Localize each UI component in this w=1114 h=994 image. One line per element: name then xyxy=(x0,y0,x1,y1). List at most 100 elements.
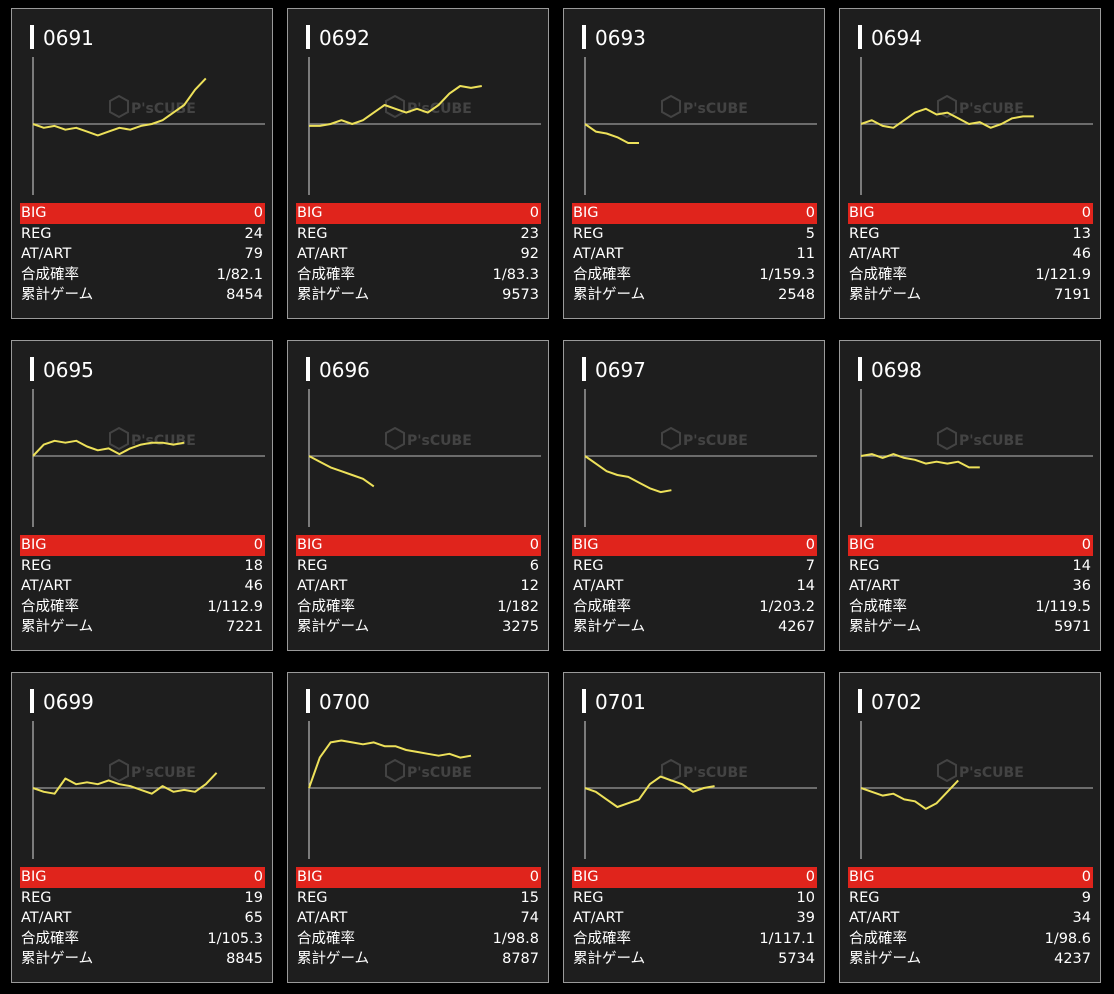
cube-logo-icon xyxy=(937,426,957,451)
machine-number: 0698 xyxy=(871,358,922,382)
stat-row-reg: REG 18 xyxy=(20,556,265,577)
stat-value-reg: 13 xyxy=(1072,225,1091,242)
stat-value-reg: 14 xyxy=(1072,557,1091,574)
watermark-text: P'sCUBE xyxy=(407,433,472,449)
machine-card[interactable]: 0700 P'sCUBE BIG 0 REG 15 AT/ART 74 合成確率 1/98.8 累計… xyxy=(287,672,549,983)
stat-row-combined: 合成確率 1/182 xyxy=(296,597,541,618)
machine-stats: BIG 0 REG 24 AT/ART 79 合成確率 1/82.1 累計ゲーム 8454 xyxy=(20,203,265,306)
slump-line-series xyxy=(32,772,218,795)
stat-row-games: 累計ゲーム 3275 xyxy=(296,617,541,638)
machine-stats: BIG 0 REG 6 AT/ART 12 合成確率 1/182 累計ゲーム 3275 xyxy=(296,535,541,638)
stat-label-reg: REG xyxy=(573,557,604,574)
machine-card[interactable]: 0695 P'sCUBE BIG 0 REG 18 AT/ART 46 合成確率 1/112.9 累… xyxy=(11,340,273,651)
stat-label-big: BIG xyxy=(21,205,47,221)
stat-value-big: 0 xyxy=(1081,869,1091,885)
stat-value-reg: 7 xyxy=(805,557,815,574)
stat-value-big: 0 xyxy=(253,869,263,885)
cube-logo-icon xyxy=(661,426,681,451)
stat-label-reg: REG xyxy=(849,557,880,574)
slump-line-series xyxy=(584,455,672,494)
stat-value-at-art: 11 xyxy=(796,246,815,262)
stat-label-reg: REG xyxy=(297,225,328,242)
stat-value-combined: 1/98.8 xyxy=(492,930,539,947)
stat-value-games: 7221 xyxy=(226,619,263,635)
machine-stats: BIG 0 REG 10 AT/ART 39 合成確率 1/117.1 累計ゲーム 5734 xyxy=(572,867,817,970)
stat-label-games: 累計ゲーム xyxy=(21,619,94,635)
watermark-logo: P'sCUBE xyxy=(937,426,1024,451)
stat-label-big: BIG xyxy=(21,537,47,553)
stat-label-combined: 合成確率 xyxy=(573,930,631,947)
stat-value-big: 0 xyxy=(253,537,263,553)
stat-row-at-art: AT/ART 11 xyxy=(572,244,817,265)
watermark-logo: P'sCUBE xyxy=(385,94,472,119)
watermark-text: P'sCUBE xyxy=(959,433,1024,449)
cube-logo-icon xyxy=(937,94,957,119)
machine-number: 0694 xyxy=(871,26,922,50)
stat-row-games: 累計ゲーム 9573 xyxy=(296,285,541,306)
machine-number: 0699 xyxy=(43,690,94,714)
slump-line-series xyxy=(860,107,1034,129)
stat-row-at-art: AT/ART 92 xyxy=(296,244,541,265)
stat-row-games: 累計ゲーム 5734 xyxy=(572,949,817,970)
watermark-text: P'sCUBE xyxy=(683,765,748,781)
slump-line-series xyxy=(584,123,639,144)
machine-card[interactable]: 0701 P'sCUBE BIG 0 REG 10 AT/ART 39 合成確率 1/117.1 累… xyxy=(563,672,825,983)
stat-row-reg: REG 23 xyxy=(296,224,541,245)
stat-row-combined: 合成確率 1/203.2 xyxy=(572,597,817,618)
slump-line-series xyxy=(308,739,472,789)
machine-card[interactable]: 0691 P'sCUBE BIG 0 REG 24 AT/ART 79 合成確率 1/82.1 累計… xyxy=(11,8,273,319)
machine-card[interactable]: 0692 P'sCUBE BIG 0 REG 23 AT/ART 92 合成確率 1/83.3 累計… xyxy=(287,8,549,319)
slump-line-series xyxy=(860,453,980,469)
machine-card[interactable]: 0702 P'sCUBE BIG 0 REG 9 AT/ART 34 合成確率 1/98.6 累計ゲ… xyxy=(839,672,1101,983)
cube-logo-icon xyxy=(109,758,129,783)
stat-label-at-art: AT/ART xyxy=(573,246,624,262)
stat-value-games: 5734 xyxy=(778,951,815,967)
stat-row-big: BIG 0 xyxy=(572,535,817,556)
machine-card[interactable]: 0697 P'sCUBE BIG 0 REG 7 AT/ART 14 合成確率 1/203.2 累計… xyxy=(563,340,825,651)
stat-value-big: 0 xyxy=(253,205,263,221)
stat-label-at-art: AT/ART xyxy=(21,910,72,926)
machine-card[interactable]: 0696 P'sCUBE BIG 0 REG 6 AT/ART 12 合成確率 1/182 累計ゲー… xyxy=(287,340,549,651)
machine-card[interactable]: 0694 P'sCUBE BIG 0 REG 13 AT/ART 46 合成確率 1/121.9 累… xyxy=(839,8,1101,319)
stat-label-games: 累計ゲーム xyxy=(849,619,922,635)
machine-stats: BIG 0 REG 23 AT/ART 92 合成確率 1/83.3 累計ゲーム 9573 xyxy=(296,203,541,306)
machine-number: 0702 xyxy=(871,690,922,714)
stat-row-combined: 合成確率 1/159.3 xyxy=(572,265,817,286)
watermark-logo: P'sCUBE xyxy=(937,94,1024,119)
stat-label-big: BIG xyxy=(21,869,47,885)
watermark-logo: P'sCUBE xyxy=(661,94,748,119)
stat-label-at-art: AT/ART xyxy=(297,910,348,926)
watermark-logo: P'sCUBE xyxy=(109,426,196,451)
machine-stats: BIG 0 REG 18 AT/ART 46 合成確率 1/112.9 累計ゲーム 7221 xyxy=(20,535,265,638)
stat-label-games: 累計ゲーム xyxy=(849,287,922,303)
stat-label-reg: REG xyxy=(21,889,52,906)
stat-label-at-art: AT/ART xyxy=(297,246,348,262)
machine-card[interactable]: 0699 P'sCUBE BIG 0 REG 19 AT/ART 65 合成確率 1/105.3 累… xyxy=(11,672,273,983)
stat-label-combined: 合成確率 xyxy=(573,598,631,615)
stat-value-at-art: 79 xyxy=(244,246,263,262)
stat-label-combined: 合成確率 xyxy=(21,930,79,947)
stat-label-big: BIG xyxy=(573,205,599,221)
stat-label-reg: REG xyxy=(297,557,328,574)
machine-card[interactable]: 0693 P'sCUBE BIG 0 REG 5 AT/ART 11 合成確率 1/159.3 累計… xyxy=(563,8,825,319)
slump-chart: P'sCUBE xyxy=(860,721,1093,859)
stat-value-games: 8845 xyxy=(226,951,263,967)
stat-row-games: 累計ゲーム 4267 xyxy=(572,617,817,638)
stat-row-reg: REG 13 xyxy=(848,224,1093,245)
stat-value-games: 4267 xyxy=(778,619,815,635)
slump-chart: P'sCUBE xyxy=(584,721,817,859)
stat-row-at-art: AT/ART 46 xyxy=(848,244,1093,265)
cube-logo-icon xyxy=(385,426,405,451)
stat-row-big: BIG 0 xyxy=(848,535,1093,556)
stat-label-games: 累計ゲーム xyxy=(297,619,370,635)
machine-card[interactable]: 0698 P'sCUBE BIG 0 REG 14 AT/ART 36 合成確率 1/119.5 累… xyxy=(839,340,1101,651)
stat-value-reg: 18 xyxy=(244,557,263,574)
slump-chart: P'sCUBE xyxy=(584,57,817,195)
stat-label-big: BIG xyxy=(573,869,599,885)
stat-value-reg: 10 xyxy=(796,889,815,906)
stat-value-at-art: 46 xyxy=(244,578,263,594)
stat-label-reg: REG xyxy=(21,557,52,574)
stat-row-at-art: AT/ART 39 xyxy=(572,908,817,929)
stat-value-big: 0 xyxy=(529,205,539,221)
stat-row-games: 累計ゲーム 7191 xyxy=(848,285,1093,306)
